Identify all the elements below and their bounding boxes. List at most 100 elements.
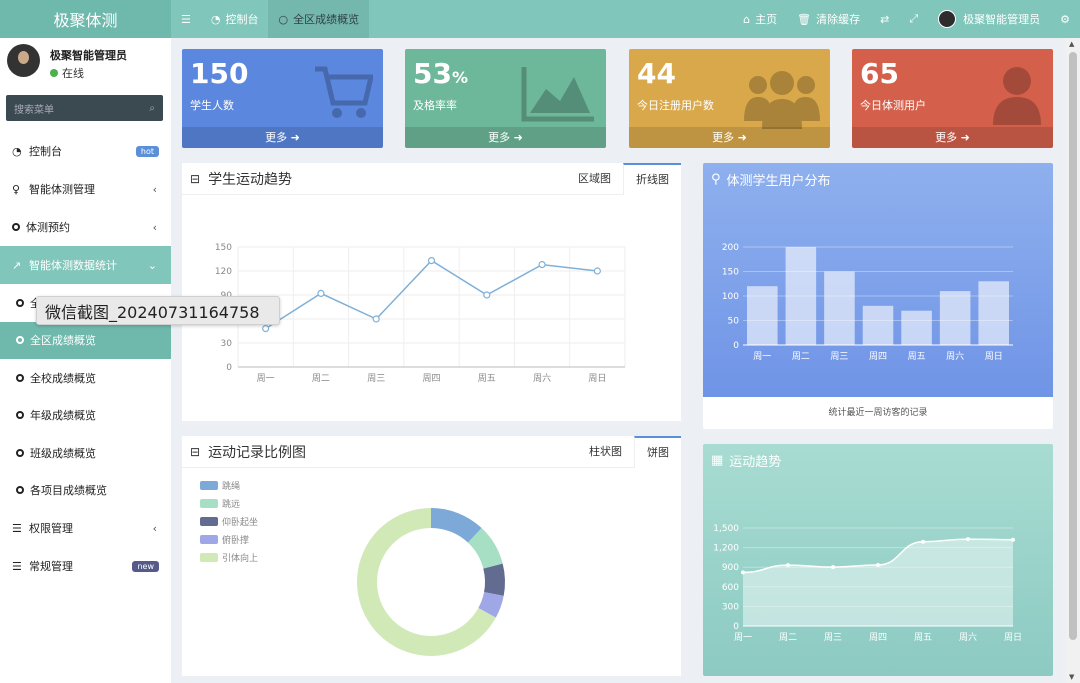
vertical-scrollbar[interactable]: ▲ ▼: [1066, 38, 1080, 683]
sidebar-item-smart-test-management[interactable]: ♀ 智能体测管理 ‹: [0, 170, 171, 208]
search-input[interactable]: 搜索菜单 ⌕: [6, 95, 163, 121]
pie-slice: [431, 508, 482, 543]
ratio-panel: ⊟ 运动记录比例图 柱状图 饼图 跳绳 跳远 仰卧起坐 俯卧撑 引体向上: [182, 436, 681, 676]
clear-cache-button[interactable]: 🗑 清除缓存: [787, 0, 870, 38]
sidebar-item-district-overview[interactable]: 全区成绩概览: [0, 321, 171, 359]
chevron-down-icon: ⌄: [147, 258, 157, 272]
data-point: [538, 260, 546, 269]
sidebar-item-label: 智能体测管理: [29, 183, 95, 196]
app-logo[interactable]: 极聚体测: [0, 0, 171, 38]
data-point: [966, 537, 970, 542]
data-point: [786, 563, 790, 568]
x-tick-label: 周四: [869, 351, 887, 362]
pie-legend: 跳绳跳远 仰卧起坐 俯卧撑 引体向上: [200, 476, 258, 566]
screenshot-tooltip: 微信截图_20240731164758: [36, 296, 280, 325]
x-tick-label: 周三: [824, 632, 842, 643]
legend-item[interactable]: 跳绳: [200, 476, 258, 494]
stat-value: 150: [190, 57, 249, 90]
data-point: [593, 267, 601, 275]
data-point: [262, 325, 270, 333]
sidebar-item-dashboard[interactable]: ◔ 控制台 hot: [0, 132, 171, 170]
legend-label: 跳绳: [222, 481, 241, 492]
more-link[interactable]: 更多 ➜: [852, 127, 1053, 148]
tab-bar-chart[interactable]: 柱状图: [589, 445, 622, 458]
circle-icon: [12, 223, 20, 231]
legend-item[interactable]: 俯卧撑: [200, 530, 258, 548]
sidebar-item-general[interactable]: ☰ 常规管理 new: [0, 547, 171, 585]
pie-slice: [478, 592, 504, 618]
legend-item[interactable]: 仰卧起坐: [200, 512, 258, 530]
home-link[interactable]: ⌂ 主页: [733, 0, 787, 38]
menu-icon: ☰: [181, 12, 191, 26]
scroll-down-icon[interactable]: ▼: [1069, 673, 1075, 681]
sidebar-item-test-booking[interactable]: 体测预约 ‹: [0, 208, 171, 246]
x-tick-label: 周二: [792, 351, 810, 362]
users-icon: [744, 71, 820, 129]
y-tick-label: 30: [221, 339, 233, 349]
circle-icon: [16, 411, 24, 420]
data-point: [921, 539, 925, 544]
circle-icon: [16, 448, 24, 457]
x-tick-label: 周五: [908, 351, 926, 362]
stat-box-registrations: 44 今日注册用户数 更多 ➜: [629, 49, 830, 148]
pie-slice: [483, 563, 506, 596]
user-menu[interactable]: 极聚智能管理员: [928, 0, 1050, 38]
sidebar-item-label: 全: [30, 295, 41, 311]
stat-label: 今日注册用户数: [637, 99, 714, 112]
legend-swatch: [200, 498, 218, 508]
panel-footer: 统计最近一周访客的记录: [828, 408, 928, 418]
settings-button[interactable]: ⚙: [1050, 0, 1080, 38]
dashboard-icon: ◔: [12, 144, 22, 158]
user-icon: [993, 67, 1041, 125]
list-icon: ☰: [12, 559, 22, 573]
user-name: 极聚智能管理员: [50, 49, 127, 62]
search-icon[interactable]: ⌕: [149, 102, 155, 114]
tab-area-chart[interactable]: 区域图: [578, 172, 611, 185]
sidebar-item-grade-overview[interactable]: 年级成绩概览: [0, 397, 171, 435]
circle-icon: [16, 298, 24, 307]
legend-swatch: [200, 534, 218, 544]
y-tick-label: 100: [722, 292, 739, 302]
y-tick-label: 150: [722, 268, 739, 278]
map-marker-icon: ⚲: [711, 171, 721, 187]
stat-value: 53%: [413, 57, 468, 90]
stat-label: 及格率率: [413, 99, 457, 112]
sidebar-item-permissions[interactable]: ☰ 权限管理 ‹: [0, 509, 171, 547]
tab-dashboard[interactable]: ◔ 控制台: [201, 0, 269, 38]
legend-item[interactable]: 跳远: [200, 494, 258, 512]
more-link[interactable]: 更多 ➜: [405, 127, 606, 148]
sidebar: 极聚智能管理员 在线 搜索菜单 ⌕ ◔ 控制台 hot ♀ 智能体测管理 ‹ 体测预约 ‹…: [0, 38, 171, 683]
tab-line-chart[interactable]: 折线图: [623, 163, 681, 195]
sidebar-item-data-statistics[interactable]: ↗ 智能体测数据统计 ⌄: [0, 246, 171, 284]
inbox-icon: ⊟: [190, 444, 201, 459]
online-dot-icon: [50, 69, 58, 77]
more-link[interactable]: 更多 ➜: [182, 127, 383, 148]
more-link[interactable]: 更多 ➜: [629, 127, 830, 148]
legend-item[interactable]: 引体向上: [200, 548, 258, 566]
language-button[interactable]: ⇄: [870, 0, 899, 38]
tab-pie-chart[interactable]: 饼图: [634, 436, 681, 468]
avatar: [938, 10, 957, 28]
tab-district-overview[interactable]: ○ 全区成绩概览: [268, 0, 370, 38]
user-icon: ♀: [12, 182, 21, 196]
sidebar-item-item-overview[interactable]: 各项目成绩概览: [0, 472, 171, 510]
hot-badge: hot: [135, 145, 159, 157]
sidebar-item-sub[interactable]: 全: [0, 284, 171, 322]
bar: [862, 305, 894, 345]
fullscreen-button[interactable]: ⤢: [899, 0, 928, 38]
panel-title: 学生运动趋势: [208, 171, 293, 188]
stat-box-pass-rate: 53% 及格率率 更多 ➜: [405, 49, 606, 148]
sidebar-item-class-overview[interactable]: 班级成绩概览: [0, 434, 171, 472]
scroll-up-icon[interactable]: ▲: [1069, 40, 1075, 48]
y-tick-label: 50: [728, 317, 740, 327]
y-tick-label: 900: [722, 563, 739, 573]
x-tick-label: 周日: [1004, 632, 1022, 643]
scrollbar-thumb[interactable]: [1069, 52, 1077, 640]
search-placeholder: 搜索菜单: [14, 104, 54, 116]
sidebar-item-school-overview[interactable]: 全校成绩概览: [0, 359, 171, 397]
y-tick-label: 120: [215, 267, 232, 277]
bar: [824, 271, 855, 345]
area-chart: 0 300 600 900 1,200 1,500 周一 周二 周三 周四 周五 周六 周日: [713, 524, 1022, 643]
bar: [939, 291, 971, 345]
menu-toggle-button[interactable]: ☰: [171, 0, 201, 38]
